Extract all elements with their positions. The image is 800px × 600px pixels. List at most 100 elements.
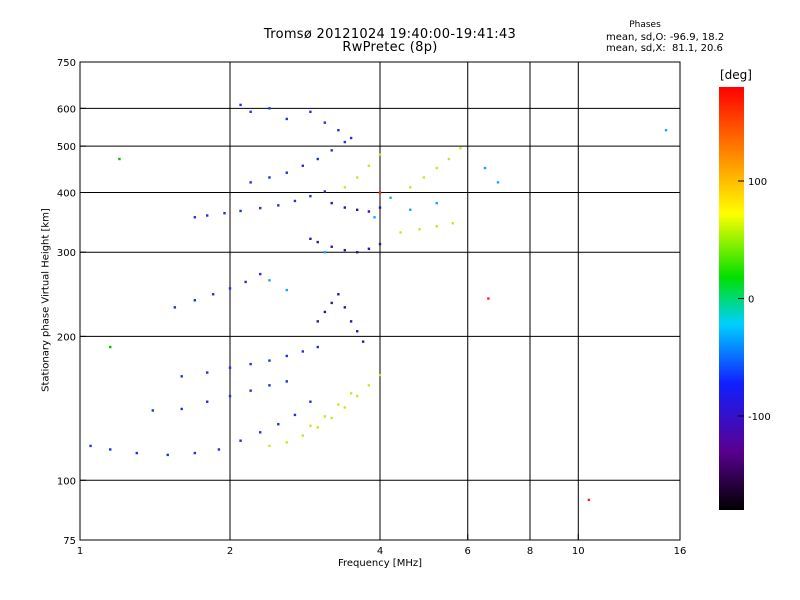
data-point: [259, 272, 262, 276]
stats-x-mode: mean, sd,X: 81.1, 20.6: [606, 43, 723, 54]
data-point: [193, 216, 197, 219]
data-point: [435, 166, 438, 170]
y-tick-label: 500: [57, 142, 76, 153]
data-point: [193, 451, 197, 455]
data-point: [330, 149, 333, 152]
axis-layer: 1 2 4 6 8 10 16 75 100 200 300 400 500 600 750: [57, 58, 686, 557]
y-tick-label: 100: [57, 476, 76, 487]
data-point: [268, 359, 271, 362]
data-point: [316, 240, 319, 244]
data-point: [259, 206, 262, 210]
data-point: [239, 439, 242, 442]
data-point: [205, 214, 209, 217]
stats-title: Phases: [629, 20, 661, 30]
data-point: [293, 413, 297, 417]
y-tick-label: 75: [63, 536, 76, 547]
x-tick-label: 8: [527, 546, 533, 557]
colorbar-tick-label: -100: [748, 412, 771, 423]
data-point: [355, 330, 359, 333]
data-point: [373, 216, 376, 219]
y-tick-label: 300: [57, 248, 76, 259]
data-point: [249, 181, 252, 184]
data-point: [309, 400, 312, 403]
data-point: [355, 394, 359, 398]
data-point: [293, 199, 297, 203]
data-point: [109, 448, 112, 451]
data-point: [496, 181, 500, 184]
data-point: [343, 186, 347, 189]
data-point: [330, 301, 333, 305]
data-point: [355, 251, 359, 254]
data-point: [301, 164, 305, 167]
data-point: [228, 287, 232, 290]
data-point: [483, 166, 487, 170]
x-tick-label: 1: [77, 546, 83, 557]
data-point: [459, 147, 462, 150]
data-point: [249, 110, 252, 114]
data-point: [180, 375, 183, 378]
y-tick-label: 600: [57, 104, 76, 115]
data-point: [664, 128, 668, 132]
data-point: [151, 409, 155, 412]
data-point: [330, 201, 333, 205]
data-point: [355, 176, 359, 179]
data-point: [343, 140, 347, 144]
scatter-points-layer: [89, 103, 668, 502]
data-point: [285, 354, 288, 358]
x-axis-label: Frequency [MHz]: [337, 558, 423, 569]
data-point: [223, 212, 226, 215]
data-point: [323, 251, 327, 254]
chart-subtitle: RwPretec (8p): [342, 40, 438, 55]
data-point: [355, 208, 359, 212]
data-point: [316, 157, 319, 161]
data-point: [217, 448, 221, 451]
data-point: [249, 362, 252, 366]
data-point: [337, 403, 340, 406]
data-point: [180, 407, 183, 411]
data-point: [228, 366, 232, 369]
data-point: [343, 306, 347, 309]
data-point: [316, 345, 319, 349]
data-point: [367, 384, 371, 387]
data-point: [277, 204, 280, 207]
data-point: [239, 209, 242, 213]
data-point: [343, 406, 347, 409]
y-tick-label: 400: [57, 188, 76, 199]
x-tick-label: 4: [377, 546, 383, 557]
data-point: [409, 186, 412, 189]
chart-title: Tromsø 20121024 19:40:00-19:41:43: [263, 27, 517, 42]
data-point: [135, 451, 138, 455]
data-point: [378, 153, 382, 156]
colorbar-tick-label: 0: [748, 295, 754, 306]
data-point: [349, 392, 353, 395]
data-point: [109, 345, 112, 349]
data-point: [399, 231, 402, 234]
data-point: [118, 157, 121, 161]
data-point: [323, 415, 327, 418]
data-point: [435, 225, 438, 228]
data-point: [316, 320, 319, 323]
x-tick-label: 16: [674, 546, 687, 557]
data-point: [587, 498, 591, 502]
data-point: [418, 228, 421, 231]
data-point: [330, 245, 333, 248]
data-point: [316, 426, 319, 429]
data-point: [173, 306, 177, 309]
data-point: [367, 247, 371, 250]
data-point: [285, 288, 288, 292]
data-point: [349, 136, 353, 140]
x-tick-label: 2: [227, 546, 233, 557]
data-point: [285, 117, 288, 121]
data-point: [309, 110, 312, 114]
data-point: [228, 394, 232, 398]
colorbar-unit-label: [deg]: [720, 68, 752, 82]
x-tick-label: 10: [572, 546, 585, 557]
data-point: [378, 242, 382, 246]
data-point: [337, 293, 340, 296]
data-point: [193, 299, 197, 302]
data-point: [343, 248, 347, 252]
data-point: [323, 190, 327, 193]
y-tick-label: 750: [57, 58, 76, 69]
colorbar-ticks: 100 0 -100: [738, 177, 771, 423]
